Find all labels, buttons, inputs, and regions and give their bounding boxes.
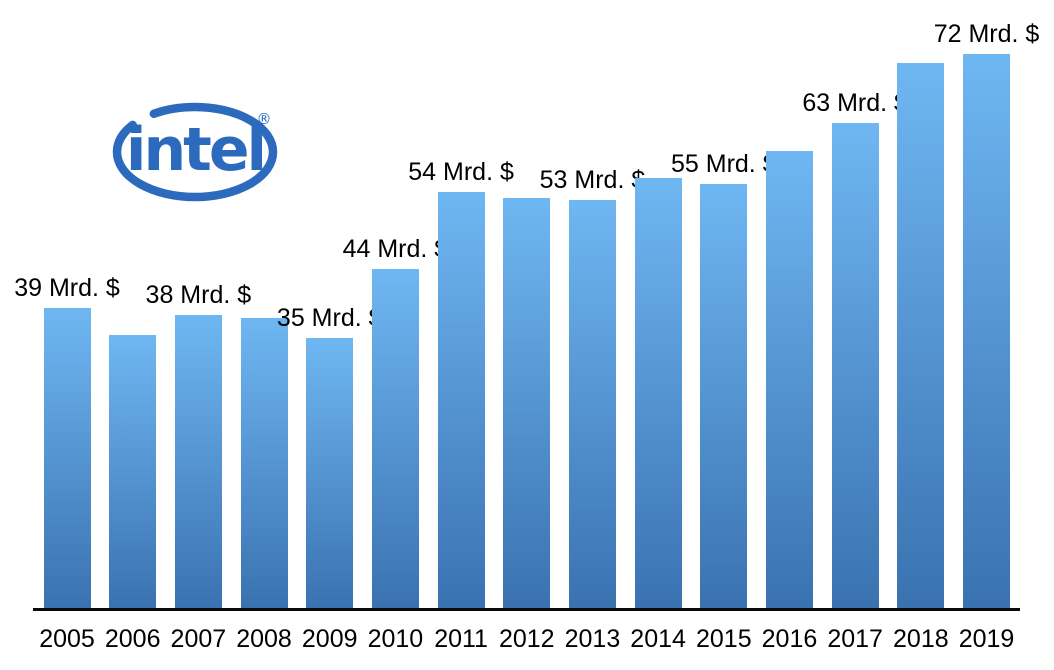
intel-logo-text: intel — [126, 115, 264, 185]
bar-value-label-2015: 55 Mrd. $ — [670, 150, 777, 178]
x-tick-label-2014: 2014 — [630, 625, 686, 653]
bar-2009 — [306, 338, 354, 608]
x-tick-label-2009: 2009 — [301, 625, 358, 653]
bar-2019 — [963, 54, 1011, 608]
bar-2006 — [109, 335, 157, 608]
bar-2018 — [897, 63, 945, 608]
bar-value-label-2011: 54 Mrd. $ — [408, 158, 514, 186]
registered-trademark-icon: ® — [257, 110, 272, 128]
bar-2017 — [831, 123, 879, 608]
x-tick-label-2019: 2019 — [958, 625, 1015, 653]
bar-2016 — [765, 151, 813, 608]
x-tick-label-2007: 2007 — [170, 625, 227, 653]
x-tick-label-2012: 2012 — [498, 625, 555, 653]
bar-2007 — [174, 315, 222, 608]
bar-value-label-2019: 72 Mrd. $ — [933, 20, 1040, 48]
bar-value-label-2005: 39 Mrd. $ — [14, 274, 120, 302]
x-tick-label-2005: 2005 — [39, 625, 95, 653]
x-tick-label-2008: 2008 — [236, 625, 292, 653]
bar-2005 — [43, 308, 91, 608]
x-tick-label-2013: 2013 — [564, 625, 621, 653]
x-tick-label-2016: 2016 — [761, 625, 818, 653]
x-axis-line — [33, 608, 1020, 611]
bar-2013 — [568, 200, 616, 608]
bar-2008 — [240, 318, 288, 608]
bar-value-label-2010: 44 Mrd. $ — [342, 235, 449, 263]
bar-2010 — [371, 269, 419, 608]
bar-2014 — [634, 178, 682, 608]
x-tick-label-2010: 2010 — [367, 625, 424, 653]
intel-logo: intel ® — [112, 102, 278, 202]
x-tick-label-2015: 2015 — [695, 625, 752, 653]
bar-2011 — [437, 192, 485, 608]
intel-logo-swoosh-ellipse — [112, 102, 278, 202]
x-tick-label-2011: 2011 — [434, 625, 488, 653]
bar-2015 — [700, 184, 748, 608]
bar-value-label-2007: 38 Mrd. $ — [145, 281, 252, 309]
bar-2012 — [503, 198, 551, 608]
bar-value-label-2013: 53 Mrd. $ — [539, 166, 646, 194]
x-tick-label-2017: 2017 — [827, 625, 883, 653]
x-tick-label-2018: 2018 — [893, 625, 949, 653]
x-tick-label-2006: 2006 — [104, 625, 161, 653]
bar-value-label-2009: 35 Mrd. $ — [276, 304, 383, 332]
bar-value-label-2017: 63 Mrd. $ — [802, 89, 908, 117]
